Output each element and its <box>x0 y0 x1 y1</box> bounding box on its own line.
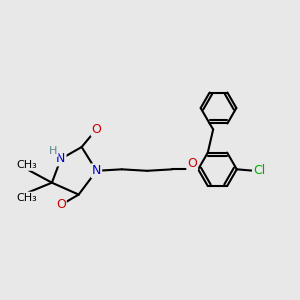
Text: O: O <box>92 123 101 136</box>
Text: O: O <box>56 199 66 212</box>
Text: CH₃: CH₃ <box>16 160 37 170</box>
Text: H: H <box>49 146 58 156</box>
Text: CH₃: CH₃ <box>16 193 37 202</box>
Text: Cl: Cl <box>253 164 265 177</box>
Text: N: N <box>92 164 101 177</box>
Text: N: N <box>56 152 65 165</box>
Text: O: O <box>187 157 197 170</box>
